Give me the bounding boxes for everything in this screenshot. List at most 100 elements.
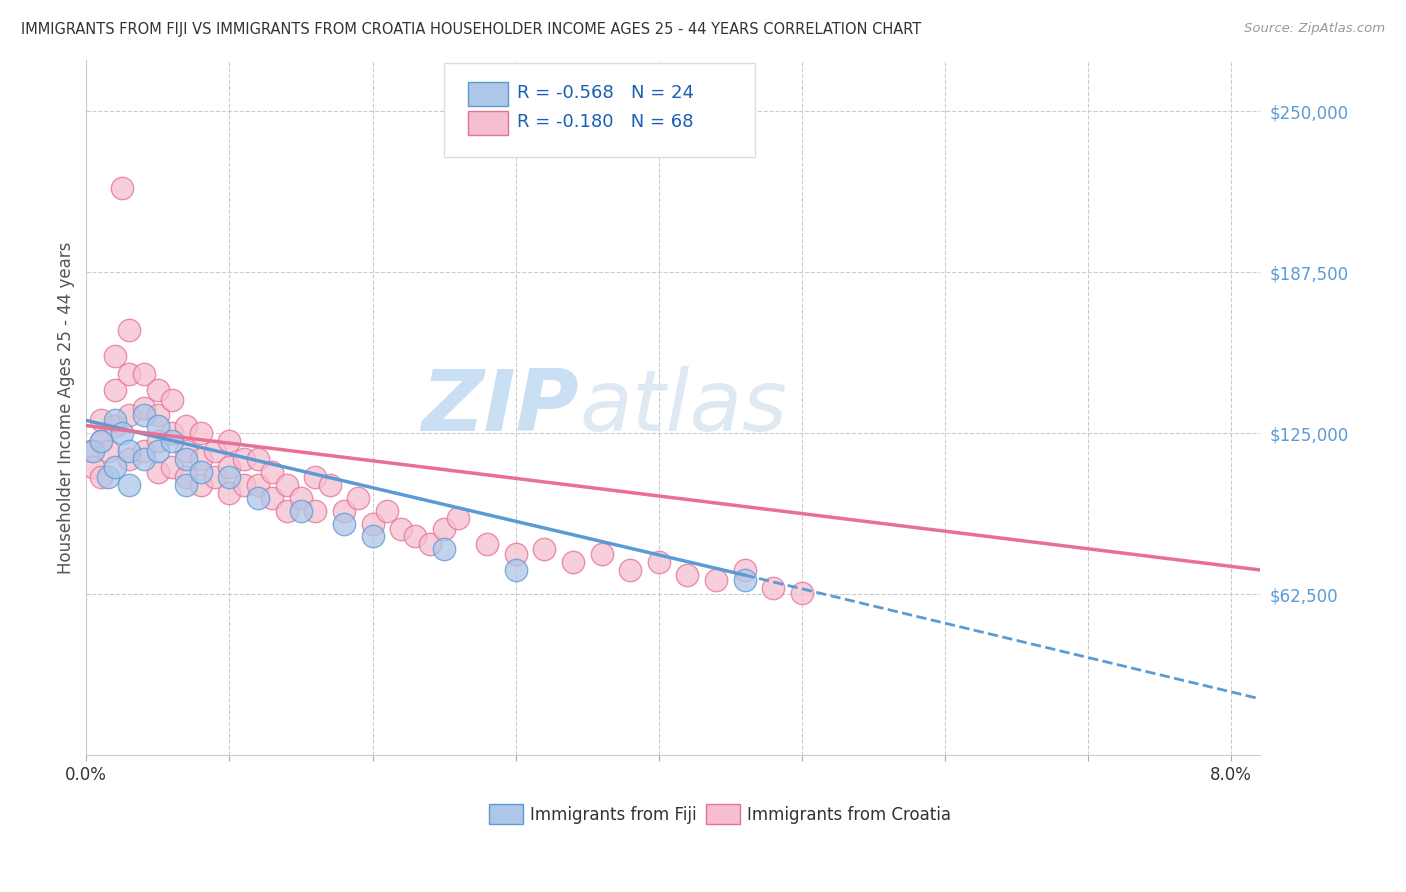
Point — [146, 434, 169, 448]
Point — [247, 491, 270, 505]
Point — [82, 444, 104, 458]
Point — [762, 581, 785, 595]
Point — [146, 409, 169, 423]
Point — [190, 478, 212, 492]
Point — [104, 413, 127, 427]
Point — [104, 383, 127, 397]
Point — [276, 503, 298, 517]
Text: atlas: atlas — [579, 366, 787, 449]
Point — [533, 542, 555, 557]
Point — [176, 418, 198, 433]
Point — [160, 426, 183, 441]
Point — [561, 555, 583, 569]
Point — [90, 470, 112, 484]
Point — [160, 392, 183, 407]
Point — [276, 478, 298, 492]
Point — [204, 444, 226, 458]
Point — [505, 563, 527, 577]
Point — [190, 465, 212, 479]
Point — [111, 426, 134, 441]
Point — [118, 367, 141, 381]
Point — [304, 503, 326, 517]
Point — [104, 459, 127, 474]
Point — [475, 537, 498, 551]
Point — [118, 323, 141, 337]
Point — [90, 434, 112, 448]
Point — [82, 459, 104, 474]
Point — [190, 452, 212, 467]
Point — [361, 529, 384, 543]
Point — [290, 491, 312, 505]
Point — [146, 418, 169, 433]
Point — [190, 426, 212, 441]
Point — [218, 459, 240, 474]
FancyBboxPatch shape — [489, 805, 523, 824]
Point — [132, 444, 155, 458]
FancyBboxPatch shape — [706, 805, 740, 824]
FancyBboxPatch shape — [444, 63, 755, 157]
Point — [290, 503, 312, 517]
Point — [176, 478, 198, 492]
Text: R = -0.568   N = 24: R = -0.568 N = 24 — [517, 84, 695, 102]
Point — [176, 444, 198, 458]
Point — [132, 409, 155, 423]
Point — [790, 586, 813, 600]
Point — [132, 401, 155, 415]
Point — [262, 465, 284, 479]
Point — [247, 478, 270, 492]
Point — [419, 537, 441, 551]
Point — [333, 516, 356, 531]
Point — [118, 444, 141, 458]
Point — [318, 478, 340, 492]
Point — [132, 367, 155, 381]
Point — [676, 568, 699, 582]
Point — [104, 418, 127, 433]
Point — [347, 491, 370, 505]
Point — [734, 563, 756, 577]
Point — [104, 349, 127, 363]
Point — [218, 470, 240, 484]
Point — [218, 485, 240, 500]
Point — [111, 181, 134, 195]
Point — [404, 529, 426, 543]
Point — [375, 503, 398, 517]
Point — [97, 444, 120, 458]
Point — [591, 548, 613, 562]
Point — [361, 516, 384, 531]
Point — [79, 444, 101, 458]
Text: R = -0.180   N = 68: R = -0.180 N = 68 — [517, 113, 693, 131]
Y-axis label: Householder Income Ages 25 - 44 years: Householder Income Ages 25 - 44 years — [58, 242, 75, 574]
Point — [90, 413, 112, 427]
Point — [262, 491, 284, 505]
Point — [218, 434, 240, 448]
Point — [648, 555, 671, 569]
Text: IMMIGRANTS FROM FIJI VS IMMIGRANTS FROM CROATIA HOUSEHOLDER INCOME AGES 25 - 44 : IMMIGRANTS FROM FIJI VS IMMIGRANTS FROM … — [21, 22, 921, 37]
Point — [160, 434, 183, 448]
Point — [118, 409, 141, 423]
Point — [146, 465, 169, 479]
Point — [118, 478, 141, 492]
Point — [333, 503, 356, 517]
Point — [146, 444, 169, 458]
Text: Immigrants from Fiji: Immigrants from Fiji — [530, 805, 696, 823]
Point — [232, 478, 254, 492]
FancyBboxPatch shape — [468, 112, 508, 135]
Point — [433, 522, 456, 536]
Point — [204, 470, 226, 484]
Point — [232, 452, 254, 467]
Point — [176, 452, 198, 467]
Point — [389, 522, 412, 536]
Point — [118, 452, 141, 467]
Point — [146, 383, 169, 397]
Point — [734, 573, 756, 587]
Text: Immigrants from Croatia: Immigrants from Croatia — [747, 805, 950, 823]
Point — [304, 470, 326, 484]
Point — [247, 452, 270, 467]
Point — [704, 573, 727, 587]
Point — [433, 542, 456, 557]
Point — [90, 434, 112, 448]
Text: ZIP: ZIP — [422, 366, 579, 449]
Text: Source: ZipAtlas.com: Source: ZipAtlas.com — [1244, 22, 1385, 36]
Point — [505, 548, 527, 562]
Point — [619, 563, 641, 577]
